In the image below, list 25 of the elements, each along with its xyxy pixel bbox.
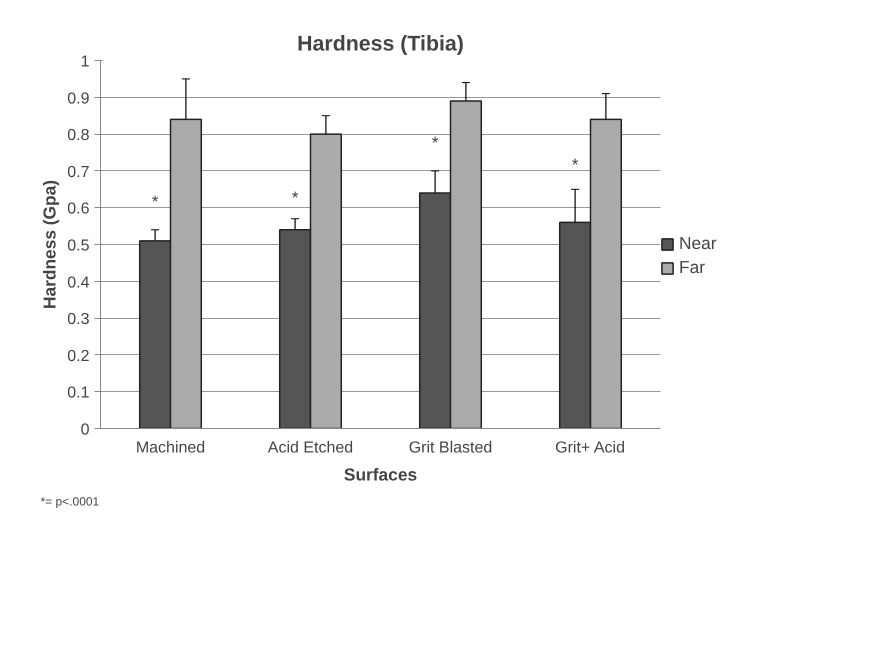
annotation: *	[432, 132, 439, 152]
legend-label: Near	[679, 233, 717, 254]
y-tick-label: 0.4	[67, 274, 90, 292]
x-axis-title: Surfaces	[344, 464, 418, 484]
annotation: *	[292, 188, 299, 208]
y-tick-label: 0.2	[67, 348, 90, 365]
y-tick-label: 0.1	[67, 384, 90, 402]
annotation: *	[152, 191, 159, 212]
y-tick-label: 0.5	[67, 238, 90, 254]
legend-label: Far	[679, 257, 705, 278]
y-tick-label: 0	[80, 422, 90, 438]
x-tick-label: Grit+ Acid	[555, 440, 625, 456]
y-tick-label: 0.9	[67, 90, 90, 108]
x-tick-label: Acid Etched	[268, 440, 354, 456]
y-tick-label: 0.8	[67, 127, 90, 144]
text: *= p<.0001	[40, 494, 100, 508]
x-tick-label: Grit Blasted	[408, 440, 492, 456]
y-tick-label: 0.6	[67, 200, 90, 218]
annotation: *	[572, 154, 579, 175]
chart-title: Hardness (Tibia)	[297, 32, 464, 56]
y-axis-title: Hardness (Gpa)	[39, 180, 60, 310]
y-tick-label: 1	[80, 54, 90, 70]
y-tick-label: 0.7	[67, 164, 90, 181]
y-tick-label: 0.3	[67, 311, 90, 328]
x-tick-label: Machined	[136, 440, 206, 456]
